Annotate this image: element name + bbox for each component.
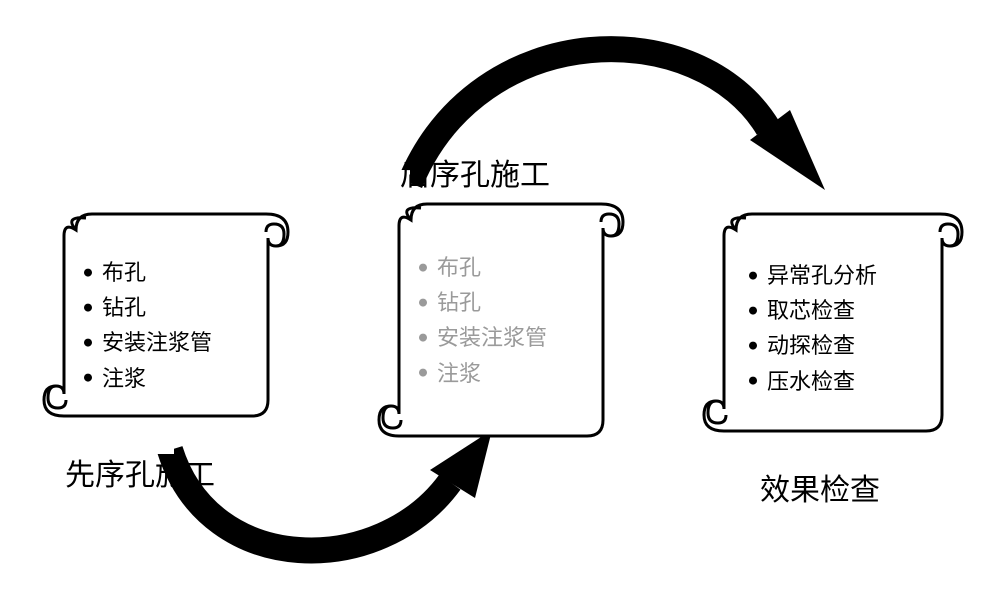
list-item: 动探检查 [745,328,877,363]
caption-left: 先序孔施工 [65,450,215,494]
arrow-bottom-svg [140,420,520,590]
item-label: 钻孔 [102,295,146,320]
scroll-middle: 布孔 钻孔 安装注浆管 注浆 [375,200,625,440]
caption-right: 效果检查 [760,465,880,509]
scroll-left-content: 布孔 钻孔 安装注浆管 注浆 [80,255,212,396]
scroll-right-content: 异常孔分析 取芯检查 动探检查 压水检查 [745,258,877,399]
item-label: 动探检查 [767,333,855,358]
item-label: 布孔 [102,260,146,285]
item-label: 布孔 [437,255,481,280]
arrow-left-to-middle [140,420,520,590]
item-label: 钻孔 [437,290,481,315]
list-item: 安装注浆管 [415,320,547,355]
item-label: 注浆 [437,361,481,386]
list-item: 布孔 [80,255,212,290]
list-item: 注浆 [415,356,547,391]
scroll-right: 异常孔分析 取芯检查 动探检查 压水检查 [700,210,965,435]
item-label: 压水检查 [767,369,855,394]
list-item: 安装注浆管 [80,325,212,360]
list-item: 钻孔 [80,290,212,325]
scroll-left: 布孔 钻孔 安装注浆管 注浆 [40,210,290,420]
item-label: 异常孔分析 [767,263,877,288]
item-label: 安装注浆管 [437,325,547,350]
list-item: 钻孔 [415,285,547,320]
item-label: 安装注浆管 [102,330,212,355]
item-label: 取芯检查 [767,298,855,323]
list-item: 压水检查 [745,364,877,399]
item-label: 注浆 [102,366,146,391]
diagram-canvas: 布孔 钻孔 安装注浆管 注浆 先序孔施工 布孔 钻孔 安装注浆管 注浆 /* g… [0,0,1000,615]
caption-middle: 后序孔施工 [400,150,550,194]
scroll-middle-content: 布孔 钻孔 安装注浆管 注浆 [415,250,547,391]
list-item: 注浆 [80,361,212,396]
list-item: 异常孔分析 [745,258,877,293]
list-item: 布孔 [415,250,547,285]
list-item: 取芯检查 [745,293,877,328]
